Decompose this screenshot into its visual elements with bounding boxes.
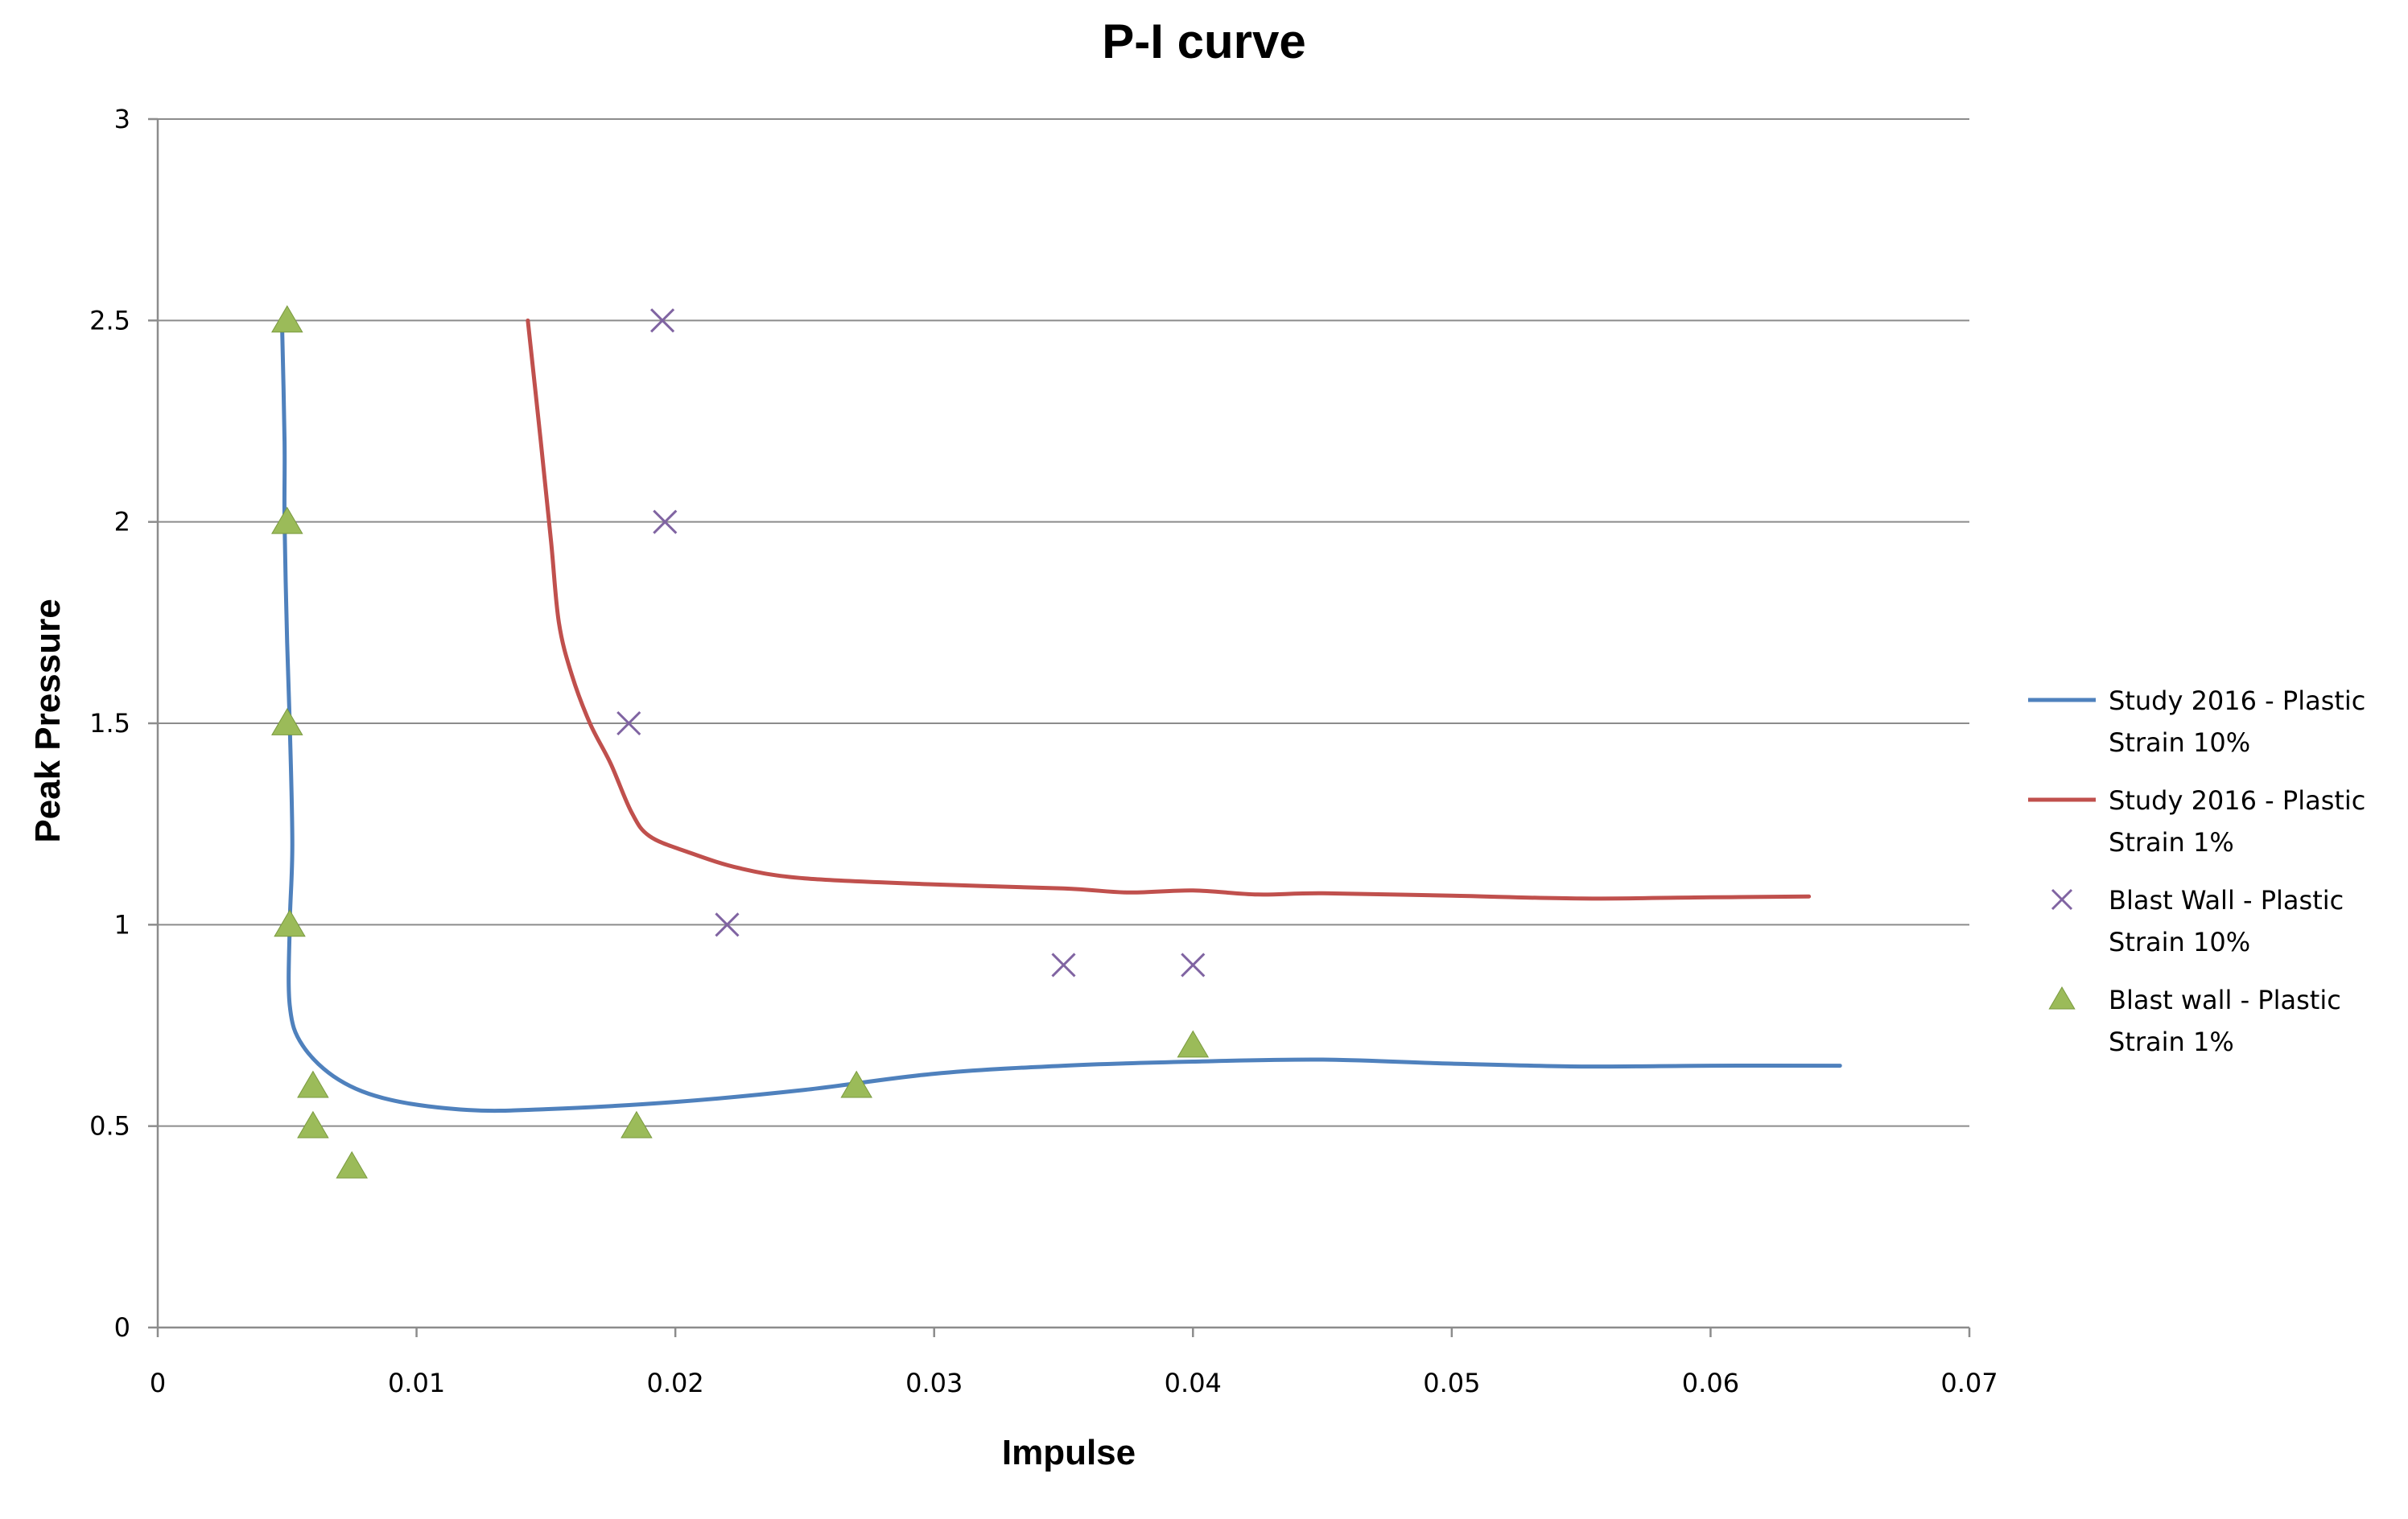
x-tick-label: 0.07 (1940, 1368, 1998, 1398)
plot-series (271, 305, 1842, 1179)
y-tick-label: 2 (114, 507, 130, 537)
y-tick-label: 0.5 (89, 1111, 130, 1142)
series-line (279, 318, 1842, 1114)
legend-entry: Blast Wall - Plastic Strain 10% (2051, 885, 2344, 957)
x-marker-stroke (1051, 953, 1076, 978)
triangle-marker-point (271, 305, 303, 333)
x-marker-stroke (1181, 953, 1206, 978)
x-tick-label: 0.06 (1682, 1368, 1739, 1398)
y-axis-tick-labels: 0 0.5 1 1.5 2 2.5 3 (89, 104, 130, 1343)
legend-label: Strain 1% (2109, 827, 2234, 858)
y-tick-label: 2.5 (89, 305, 130, 335)
x-marker-stroke (650, 308, 675, 333)
triangle-marker-point (297, 1070, 329, 1098)
x-marker-point (1181, 953, 1206, 978)
series-4 (271, 305, 1210, 1179)
legend-label: Strain 10% (2109, 727, 2250, 758)
x-marker-stroke (616, 710, 641, 736)
x-tick-label: 0.01 (388, 1368, 445, 1398)
x-tick-label: 0.05 (1423, 1368, 1480, 1398)
series-1 (279, 318, 1842, 1114)
series-3 (616, 308, 1206, 978)
legend-label: Strain 1% (2109, 1027, 2234, 1057)
legend-entry: Study 2016 - Plastic Strain 10% (2028, 685, 2365, 758)
x-marker-stroke (653, 509, 678, 534)
legend-label: Blast wall - Plastic (2109, 985, 2341, 1015)
gridlines (158, 118, 1969, 1127)
x-marker-point (1051, 953, 1076, 978)
legend-label: Study 2016 - Plastic (2109, 785, 2365, 816)
x-tick-label: 0.02 (647, 1368, 704, 1398)
x-marker-point (715, 912, 740, 937)
legend-entry: Study 2016 - Plastic Strain 1% (2028, 785, 2365, 858)
x-tick-label: 0 (150, 1368, 166, 1398)
x-marker-point (650, 308, 675, 333)
triangle-marker-point (621, 1110, 653, 1138)
x-marker-stroke (2051, 888, 2073, 911)
triangle-marker-point (1177, 1030, 1210, 1058)
y-tick-label: 1.5 (89, 708, 130, 739)
legend-label: Blast Wall - Plastic (2109, 885, 2344, 916)
triangle-marker-point (840, 1070, 872, 1098)
series-line (526, 318, 1812, 901)
legend-x-marker (2051, 888, 2073, 911)
triangle-marker-point (274, 909, 306, 937)
chart-title: P-I curve (1102, 14, 1305, 68)
triangle-marker-point (271, 708, 303, 735)
x-tick-label: 0.03 (905, 1368, 963, 1398)
x-tick-label: 0.04 (1165, 1368, 1222, 1398)
x-axis-title: Impulse (1002, 1433, 1136, 1472)
legend-triangle-marker (2048, 986, 2076, 1010)
y-tick-label: 0 (114, 1312, 130, 1343)
y-tick-label: 3 (114, 104, 130, 134)
x-marker-point (616, 710, 641, 736)
triangle-marker-point (271, 506, 303, 534)
series-2 (526, 318, 1812, 901)
legend-label: Study 2016 - Plastic (2109, 685, 2365, 716)
x-marker-stroke (715, 912, 740, 937)
x-marker-point (653, 509, 678, 534)
y-tick-label: 1 (114, 909, 130, 940)
y-axis-title: Peak Pressure (28, 599, 68, 842)
legend-entry: Blast wall - Plastic Strain 1% (2048, 985, 2341, 1057)
x-axis-tick-labels: 0 0.01 0.02 0.03 0.04 0.05 0.06 0.07 (150, 1368, 1998, 1398)
triangle-marker-point (297, 1110, 329, 1138)
legend-label: Strain 10% (2109, 927, 2250, 957)
axes (148, 117, 1971, 1337)
triangle-marker-point (336, 1151, 368, 1179)
